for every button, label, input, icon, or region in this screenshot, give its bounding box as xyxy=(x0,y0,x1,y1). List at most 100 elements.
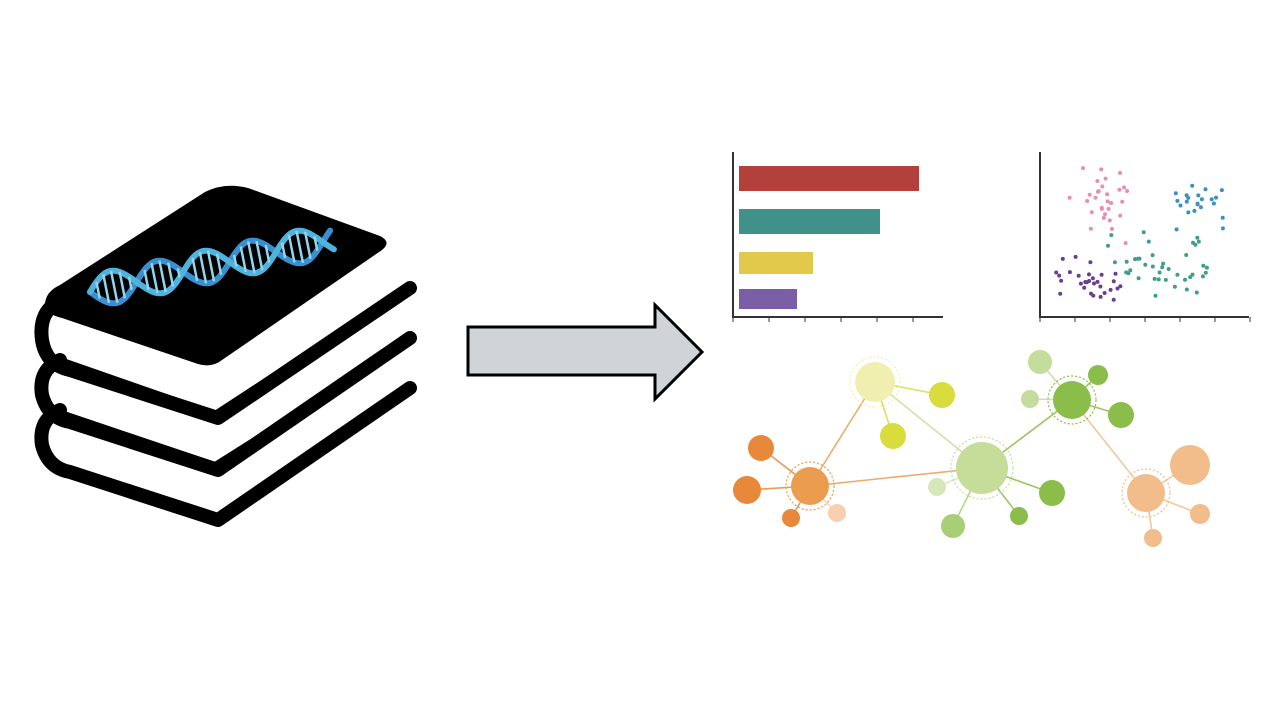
network-node xyxy=(928,478,946,496)
scatter-dot xyxy=(1146,239,1151,244)
dna-rung xyxy=(143,269,150,291)
scatter-dot xyxy=(1102,291,1107,295)
scatter-dot xyxy=(1099,272,1104,277)
scatter-dot xyxy=(1109,233,1114,238)
scatter-dot xyxy=(1175,272,1180,277)
scatter-dot xyxy=(1100,184,1105,189)
dna-rung xyxy=(102,274,111,303)
network xyxy=(733,350,1210,547)
dna-rung xyxy=(109,270,119,304)
scatter-dot xyxy=(1087,192,1092,197)
dna-rung xyxy=(303,231,312,259)
scatter-dot xyxy=(1078,281,1083,286)
scatter-dot xyxy=(1184,287,1189,292)
network-edge xyxy=(809,381,876,487)
scatter-dot xyxy=(1183,277,1187,282)
scatter-dot xyxy=(1136,276,1141,281)
scatter-dot xyxy=(1088,226,1093,231)
scatter-dot xyxy=(1095,179,1100,183)
scatter-dot xyxy=(1198,205,1203,210)
scatter-dot xyxy=(1106,206,1111,211)
network-node xyxy=(791,467,829,505)
scatter-dot xyxy=(1219,188,1224,193)
network-node xyxy=(941,514,965,538)
node-halo xyxy=(950,436,1014,500)
scatter-dot xyxy=(1166,267,1171,271)
scatter-dot xyxy=(1111,297,1116,302)
scatter-dot xyxy=(1184,253,1189,257)
arrow xyxy=(466,301,705,403)
scatter-dot xyxy=(1172,284,1177,289)
bar xyxy=(739,289,797,309)
network-edge xyxy=(809,467,983,487)
scatter-dot xyxy=(1058,291,1063,296)
network-node xyxy=(748,435,774,461)
scatter-dot xyxy=(1209,197,1214,202)
node-halo xyxy=(1121,468,1171,518)
dna-rung xyxy=(264,244,271,263)
network-node xyxy=(1108,402,1134,428)
scatter-dot xyxy=(1088,260,1093,265)
scatter-dot xyxy=(1109,201,1114,205)
scatter-dot xyxy=(1098,284,1103,289)
scatter-dot xyxy=(1195,235,1200,240)
scatter-dot xyxy=(1099,167,1104,172)
scatter-dot xyxy=(1173,191,1178,196)
network-edge xyxy=(1071,399,1147,494)
scatter-dot xyxy=(1214,195,1218,200)
node-halo xyxy=(785,461,835,511)
scatter-dot xyxy=(1054,270,1059,275)
scatter-dot xyxy=(1085,199,1090,203)
network-node xyxy=(1144,529,1162,547)
scatter-dot xyxy=(1089,291,1093,296)
network-node xyxy=(828,504,846,522)
scatter-dot xyxy=(1118,213,1123,218)
scatter-dot xyxy=(1141,230,1146,235)
scatter-dot xyxy=(1133,257,1137,262)
dna-rung xyxy=(167,262,175,287)
scatter-dot xyxy=(1082,285,1087,290)
dna-rung xyxy=(280,242,287,259)
network-node xyxy=(733,476,761,504)
bar-chart-icon xyxy=(732,152,943,318)
node-halo xyxy=(849,356,901,408)
node-halo xyxy=(1047,375,1097,425)
network-node xyxy=(929,382,955,408)
dna-rung xyxy=(232,254,238,267)
scatter-dot xyxy=(1211,201,1216,206)
scatter-dot xyxy=(1101,215,1106,220)
network-node xyxy=(880,423,906,449)
scatter-dot xyxy=(1110,226,1114,231)
scatter-dot xyxy=(1184,199,1189,204)
scatter-dot xyxy=(1153,293,1158,298)
scatter-dot xyxy=(1120,199,1125,204)
scatter-dot xyxy=(1059,278,1064,283)
network-node xyxy=(1028,350,1052,374)
scatter-dot xyxy=(1090,276,1095,281)
dna-rung xyxy=(239,246,248,273)
scatter-dot xyxy=(1060,256,1065,261)
scatter-dot xyxy=(1098,294,1103,299)
scatter-dot xyxy=(1095,279,1100,284)
scatter-dot xyxy=(1160,265,1165,270)
network-node xyxy=(1053,381,1091,419)
scatter-dot xyxy=(1203,270,1208,275)
scatter-dot xyxy=(1175,198,1180,203)
scatter-dot xyxy=(1143,262,1148,267)
scatter-dot xyxy=(1092,281,1096,286)
scatter-dot xyxy=(1118,170,1122,175)
dna-rung xyxy=(150,262,159,294)
dna-rung xyxy=(158,260,167,293)
scatter-dot xyxy=(1200,274,1205,279)
scatter-dot xyxy=(1190,183,1195,188)
scatter-dot xyxy=(1081,166,1085,171)
scatter-dot xyxy=(1126,271,1131,276)
scatter-dot xyxy=(1220,215,1225,220)
book-middle xyxy=(34,331,417,477)
scatter-dot xyxy=(1195,201,1200,206)
scatter-dot xyxy=(1113,271,1118,276)
dna-rung xyxy=(313,236,319,251)
network-node xyxy=(1170,445,1210,485)
